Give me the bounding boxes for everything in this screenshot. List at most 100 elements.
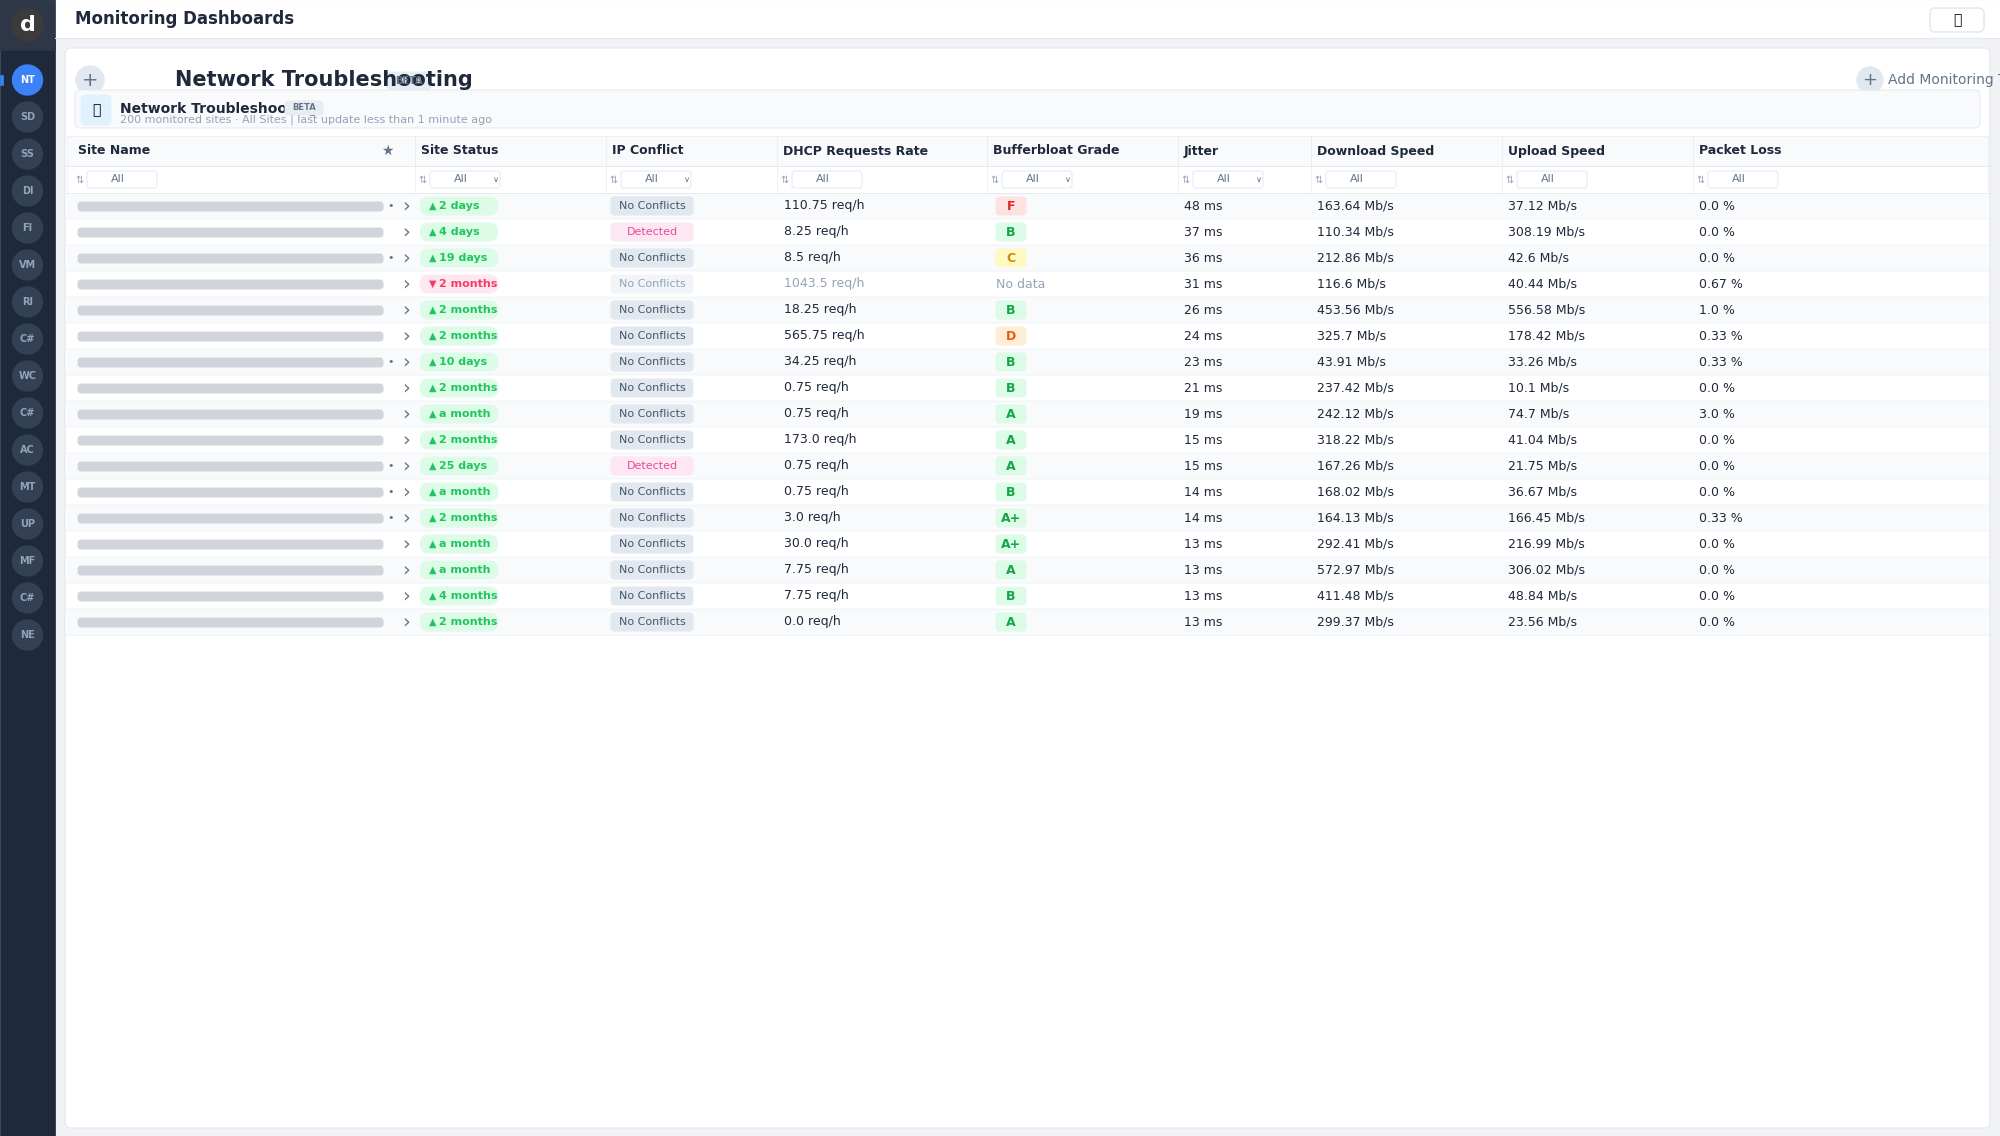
Text: 216.99 Mb/s: 216.99 Mb/s [1508, 537, 1584, 551]
Text: All: All [1732, 175, 1746, 184]
FancyBboxPatch shape [420, 509, 498, 527]
Text: No Conflicts: No Conflicts [618, 383, 686, 393]
Circle shape [12, 583, 42, 613]
FancyBboxPatch shape [996, 535, 1026, 553]
FancyBboxPatch shape [612, 406, 694, 423]
FancyBboxPatch shape [420, 379, 498, 396]
FancyBboxPatch shape [612, 301, 694, 319]
Text: No data: No data [996, 277, 1046, 291]
Text: NE: NE [20, 630, 34, 640]
Circle shape [12, 398, 42, 428]
Text: 25 days: 25 days [440, 461, 488, 471]
Circle shape [76, 66, 104, 94]
Text: All: All [454, 175, 468, 184]
Text: A+: A+ [1000, 511, 1022, 525]
Circle shape [12, 546, 42, 576]
FancyBboxPatch shape [1326, 172, 1396, 187]
Text: 36 ms: 36 ms [1184, 251, 1222, 265]
Text: •: • [388, 201, 394, 211]
Text: ▲: ▲ [428, 461, 436, 471]
FancyBboxPatch shape [612, 561, 694, 579]
Text: 299.37 Mb/s: 299.37 Mb/s [1316, 616, 1394, 628]
Circle shape [12, 471, 42, 502]
Text: 0.0 %: 0.0 % [1700, 200, 1736, 212]
Text: All: All [1350, 175, 1364, 184]
Text: 13 ms: 13 ms [1184, 590, 1222, 602]
Text: B: B [1006, 590, 1016, 602]
FancyBboxPatch shape [286, 101, 324, 115]
Text: 43.91 Mb/s: 43.91 Mb/s [1316, 356, 1386, 368]
Text: DHCP Requests Rate: DHCP Requests Rate [784, 144, 928, 158]
Text: Download Speed: Download Speed [1316, 144, 1434, 158]
FancyBboxPatch shape [996, 483, 1026, 501]
Text: ⇅: ⇅ [1696, 175, 1704, 184]
Text: F: F [1006, 200, 1016, 212]
Text: 163.64 Mb/s: 163.64 Mb/s [1316, 200, 1394, 212]
Circle shape [12, 620, 42, 650]
Text: 34.25 req/h: 34.25 req/h [784, 356, 856, 368]
Text: ›: › [402, 483, 410, 501]
FancyBboxPatch shape [1002, 172, 1072, 187]
Text: UP: UP [20, 519, 36, 529]
Text: ›: › [402, 301, 410, 319]
Text: 21.75 Mb/s: 21.75 Mb/s [1508, 459, 1578, 473]
Text: 36.67 Mb/s: 36.67 Mb/s [1508, 485, 1576, 499]
Text: ▲: ▲ [428, 513, 436, 523]
FancyBboxPatch shape [996, 561, 1026, 579]
Text: A+: A+ [1000, 537, 1022, 551]
Circle shape [12, 509, 42, 538]
Text: ›: › [402, 223, 410, 242]
FancyBboxPatch shape [80, 95, 112, 125]
Text: ›: › [402, 378, 410, 398]
Text: 7.75 req/h: 7.75 req/h [784, 590, 848, 602]
Text: 14 ms: 14 ms [1184, 485, 1222, 499]
Text: ›: › [402, 326, 410, 345]
Text: 30.0 req/h: 30.0 req/h [784, 537, 848, 551]
Text: Site Status: Site Status [420, 144, 498, 158]
Text: 0.33 %: 0.33 % [1700, 356, 1742, 368]
Text: 0.0 %: 0.0 % [1700, 434, 1736, 446]
Bar [68, 219, 1988, 245]
Text: ▲: ▲ [428, 357, 436, 367]
Bar [0, 0, 56, 1136]
Text: ▲: ▲ [428, 331, 436, 341]
Text: ›: › [402, 457, 410, 476]
FancyBboxPatch shape [792, 172, 862, 187]
Text: ∨: ∨ [684, 175, 690, 184]
Text: ›: › [402, 249, 410, 267]
Text: ›: › [402, 586, 410, 605]
Text: ▲: ▲ [428, 538, 436, 549]
Text: d: d [20, 15, 36, 35]
Text: 110.34 Mb/s: 110.34 Mb/s [1316, 226, 1394, 239]
Text: 2 months: 2 months [440, 513, 498, 523]
Bar [68, 531, 1988, 557]
Text: a month: a month [440, 565, 490, 575]
FancyBboxPatch shape [420, 613, 498, 630]
Text: A: A [1006, 459, 1016, 473]
Text: 10.1 Mb/s: 10.1 Mb/s [1508, 382, 1570, 394]
FancyBboxPatch shape [612, 223, 694, 241]
FancyBboxPatch shape [996, 301, 1026, 319]
Text: 411.48 Mb/s: 411.48 Mb/s [1316, 590, 1394, 602]
FancyBboxPatch shape [78, 306, 384, 315]
Text: •: • [388, 357, 394, 367]
Text: 33.26 Mb/s: 33.26 Mb/s [1508, 356, 1576, 368]
FancyBboxPatch shape [420, 275, 498, 293]
Text: 7.75 req/h: 7.75 req/h [784, 563, 848, 576]
Bar [68, 453, 1988, 479]
FancyBboxPatch shape [388, 72, 432, 90]
Bar [68, 136, 1988, 166]
FancyBboxPatch shape [996, 353, 1026, 371]
Bar [68, 245, 1988, 272]
Text: •: • [388, 513, 394, 523]
Text: 0.0 %: 0.0 % [1700, 459, 1736, 473]
Text: C#: C# [20, 334, 36, 344]
Text: ›: › [402, 560, 410, 579]
Text: 4 days: 4 days [440, 227, 480, 237]
Text: 2 months: 2 months [440, 331, 498, 341]
Text: 4 months: 4 months [440, 591, 498, 601]
FancyBboxPatch shape [78, 410, 384, 419]
Text: A: A [1006, 616, 1016, 628]
Text: 2 months: 2 months [440, 617, 498, 627]
FancyBboxPatch shape [78, 540, 384, 549]
